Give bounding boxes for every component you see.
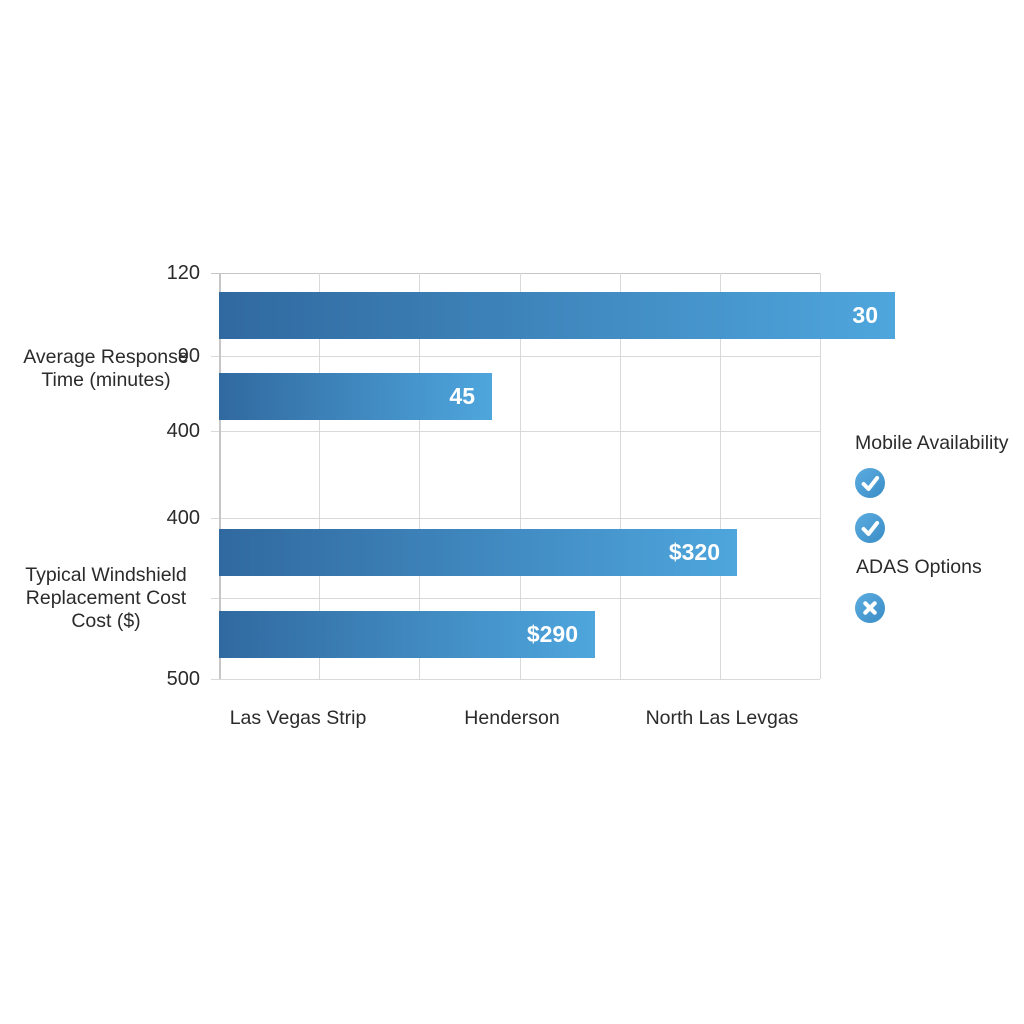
cross-icon [855,593,885,623]
y-tick-label: 500 [166,668,200,690]
h-gridline [211,679,820,680]
group-axis-label: Typical Windshield Replacement Cost Cost (… [10,564,202,633]
h-gridline [211,356,820,357]
mobile-availability-title: Mobile Availability [855,432,1009,454]
h-gridline [211,431,820,432]
check-icon [855,513,885,543]
group-axis-label-line: Typical Windshield [25,564,187,586]
h-gridline [211,518,820,519]
v-gridline [419,273,421,679]
bar-value-label: 45 [449,383,475,409]
adas-options-title: ADAS Options [856,556,982,578]
group-axis-label-line: Cost ($) [71,610,141,632]
h-gridline [211,598,820,599]
bar-value-label: $320 [668,539,720,565]
y-axis-line [219,273,221,679]
bar-value-label: 30 [852,302,878,328]
group-axis-label-line: Average Response [23,346,189,368]
bar: 30 [219,292,895,339]
category-label: Las Vegas Strip [229,707,367,729]
category-label: Henderson [464,707,560,729]
group-axis-label-line: Replacement Cost [25,587,187,609]
group-axis-label: Average Response Time (minutes) [10,346,202,392]
h-gridline [211,273,820,274]
y-tick-label: 400 [166,507,200,529]
bar-value-label: $290 [526,621,578,647]
v-gridline [319,273,321,679]
y-tick-label: 400 [166,420,200,442]
y-tick-label: 120 [166,262,200,284]
bar: 45 [219,373,492,420]
check-icon [855,468,885,498]
y-tick-label: 90 [177,345,200,367]
v-gridline [719,273,721,679]
v-gridline [820,273,821,679]
bar: $290 [219,611,595,658]
v-gridline [519,273,521,679]
category-label: North Las Levgas [645,707,799,729]
group-axis-label-line: Time (minutes) [41,369,171,391]
v-gridline [619,273,621,679]
bar: $320 [219,529,737,576]
